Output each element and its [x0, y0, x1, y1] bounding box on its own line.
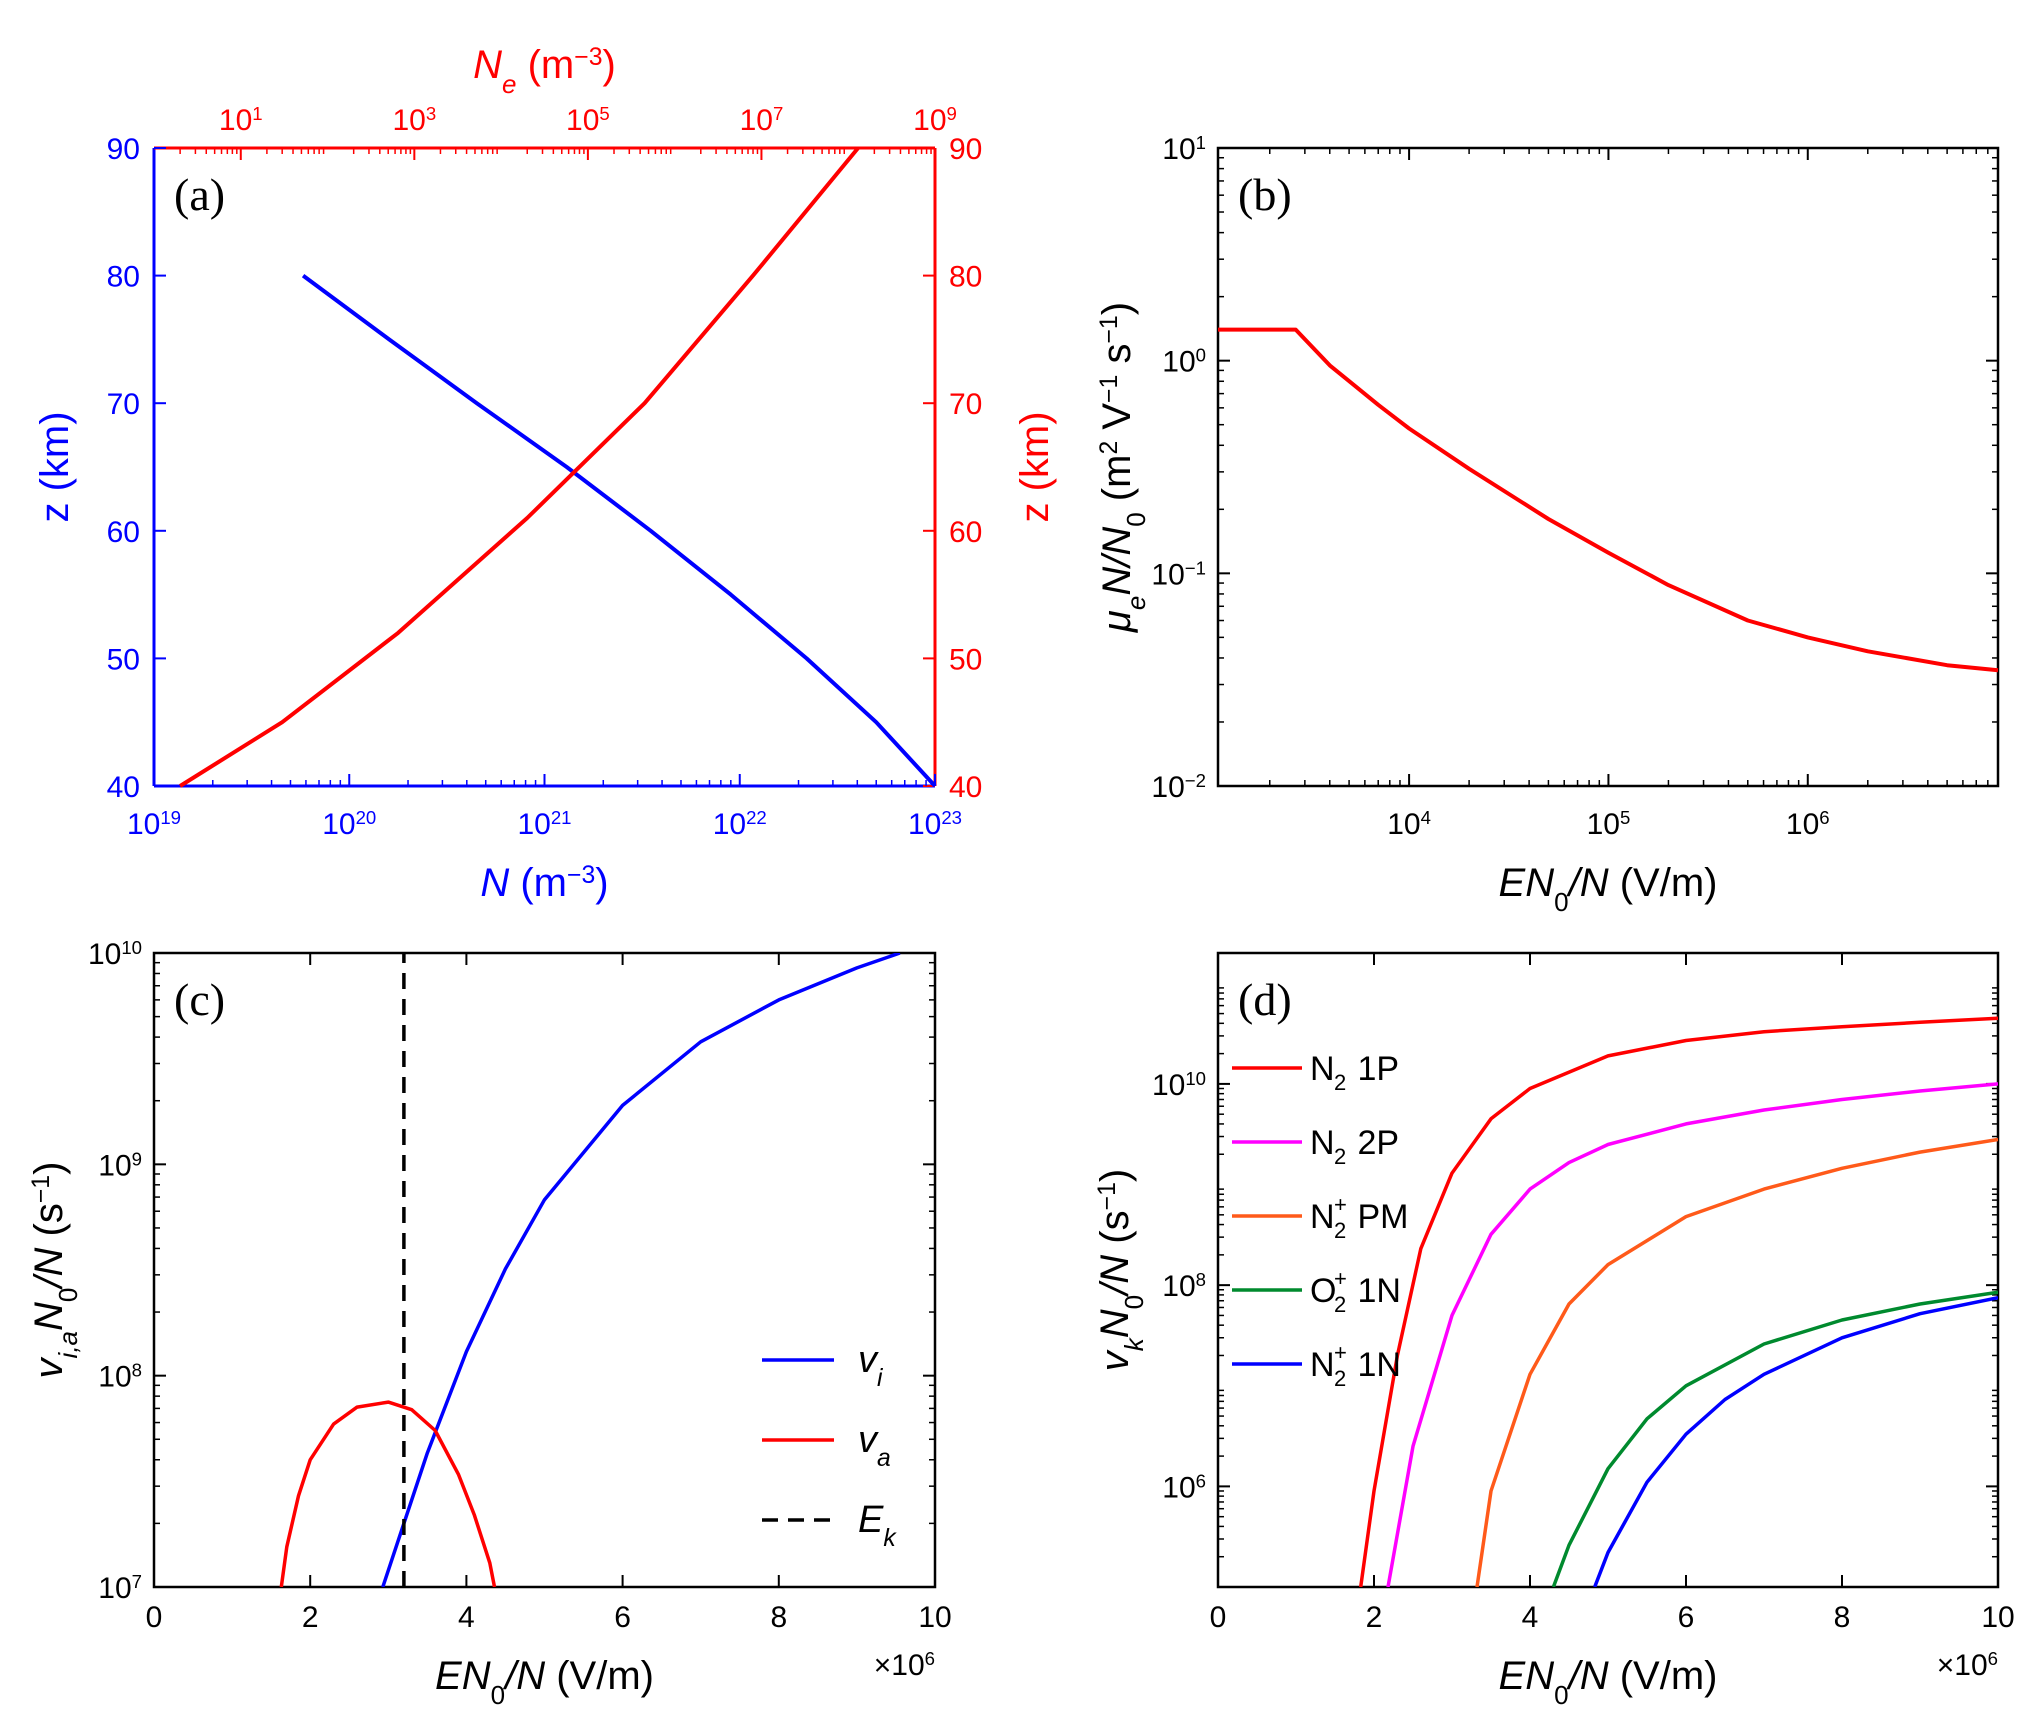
x-tick-label: 105 [1587, 807, 1631, 842]
bottom-tick-label: 1020 [322, 807, 376, 842]
y-axis-title: vi,aN0/N (s−1) [27, 1162, 83, 1379]
left-tick-label: 60 [107, 516, 140, 549]
series-n2-pm [1475, 1137, 1998, 1587]
series-group [1358, 1016, 1998, 1587]
x-multiplier: ×106 [874, 1648, 935, 1683]
x-tick-label: 4 [1522, 1601, 1539, 1634]
x-tick-label: 0 [146, 1601, 163, 1634]
panel-label: (b) [1238, 169, 1292, 220]
x-multiplier: ×106 [1937, 1648, 1998, 1683]
right-tick-label: 50 [949, 643, 982, 676]
bottom-tick-label: 1021 [517, 807, 571, 842]
y-tick-label: 106 [1162, 1470, 1206, 1505]
panel-label: (c) [174, 974, 225, 1025]
y-tick-label: 10−1 [1151, 557, 1206, 592]
plot-frame [1216, 951, 2000, 1589]
x-tick-label: 6 [614, 1601, 631, 1634]
bottom-tick-label: 1019 [127, 807, 181, 842]
panel-label: (a) [174, 169, 225, 220]
legend-label: N2+ 1N [1310, 1340, 1401, 1391]
x-tick-label: 0 [1210, 1601, 1227, 1634]
x-tick-label: 10 [1981, 1601, 2014, 1634]
series-n2-1n [1593, 1295, 1998, 1587]
top-tick-label: 103 [392, 103, 436, 138]
right-axis-title: z (km) [1013, 411, 1057, 522]
series-n-e [179, 146, 860, 788]
series-v-a [279, 1400, 497, 1587]
bottom-tick-label: 1022 [713, 807, 767, 842]
series-o2-1n [1551, 1290, 1998, 1587]
x-tick-label: 2 [302, 1601, 319, 1634]
y-tick-label: 109 [98, 1148, 142, 1183]
top-tick-label: 107 [740, 103, 784, 138]
left-axis-title: z (km) [33, 411, 77, 522]
series-n2-2p [1386, 1082, 1998, 1587]
panel-a: 40 50 60 70 80 90 40 50 60 70 80 90 1019 1020 1021 1022… [33, 43, 1057, 905]
x-tick-label: 106 [1786, 807, 1830, 842]
y-tick-label: 1010 [1152, 1067, 1206, 1102]
left-tick-label: 90 [107, 133, 140, 166]
legend-label: O2+ 1N [1310, 1266, 1401, 1317]
panel-c: 0 2 4 6 8 10 107 108 109 1010 vi va Ek (c) ×106 EN0/N (… [27, 937, 952, 1711]
right-tick-label: 60 [949, 516, 982, 549]
x-tick-label: 8 [770, 1601, 787, 1634]
x-tick-label: 6 [1678, 1601, 1695, 1634]
right-tick-label: 90 [949, 133, 982, 166]
right-tick-label: 40 [949, 771, 982, 804]
x-tick-label: 8 [1834, 1601, 1851, 1634]
series-mobility [1218, 327, 1999, 673]
series-n [301, 273, 937, 788]
y-axis-title: μeN/N0 (m2 V−1 s−1) [1095, 302, 1151, 633]
y-tick-label: 107 [98, 1571, 142, 1606]
y-axis-title: vkN0/N (s−1) [1093, 1169, 1149, 1371]
series-group [279, 953, 901, 1587]
legend-label: N2+ PM [1310, 1192, 1408, 1243]
legend-label: N2 2P [1310, 1124, 1399, 1169]
top-tick-label: 105 [566, 103, 610, 138]
y-tick-label: 108 [1162, 1269, 1206, 1304]
legend-label: vi [858, 1339, 884, 1392]
right-tick-label: 80 [949, 261, 982, 294]
legend-label: Ek [858, 1499, 897, 1552]
y-tick-label: 108 [98, 1359, 142, 1394]
plot-frame [152, 951, 937, 1589]
right-tick-label: 70 [949, 388, 982, 421]
y-tick-label: 1010 [88, 937, 142, 972]
panel-d: 0 2 4 6 8 10 106 108 1010 N2 1P N2 2P N2+ PM O2+ 1N N… [1093, 951, 2015, 1710]
left-tick-label: 40 [107, 771, 140, 804]
plot-frame [1216, 146, 2000, 788]
top-tick-label: 109 [913, 103, 957, 138]
left-tick-label: 70 [107, 388, 140, 421]
top-tick-label: 101 [219, 103, 263, 138]
series-n2-1p [1358, 1016, 1998, 1587]
bottom-axis-title: N (m−3) [480, 861, 608, 905]
x-axis-title: EN0/N (V/m) [435, 1654, 654, 1710]
x-axis-title: EN0/N (V/m) [1499, 861, 1718, 917]
panel-label: (d) [1238, 974, 1292, 1025]
x-tick-label: 10 [918, 1601, 951, 1634]
legend-label: N2 1P [1310, 1050, 1399, 1095]
panel-b: 104 105 106 10−2 10−1 100 101 (b) EN0/N (V/m) μeN… [1095, 132, 2000, 917]
y-tick-label: 101 [1162, 132, 1206, 167]
left-tick-label: 80 [107, 261, 140, 294]
x-tick-label: 2 [1366, 1601, 1383, 1634]
y-tick-label: 10−2 [1151, 770, 1206, 805]
series-v-i [381, 953, 901, 1587]
x-axis-title: EN0/N (V/m) [1499, 1654, 1718, 1710]
y-tick-label: 100 [1162, 344, 1206, 379]
left-tick-label: 50 [107, 643, 140, 676]
x-tick-label: 104 [1387, 807, 1431, 842]
x-tick-label: 4 [458, 1601, 475, 1634]
top-axis-title: Ne (m−3) [473, 43, 616, 99]
legend-label: va [858, 1419, 891, 1472]
bottom-tick-label: 1023 [908, 807, 962, 842]
